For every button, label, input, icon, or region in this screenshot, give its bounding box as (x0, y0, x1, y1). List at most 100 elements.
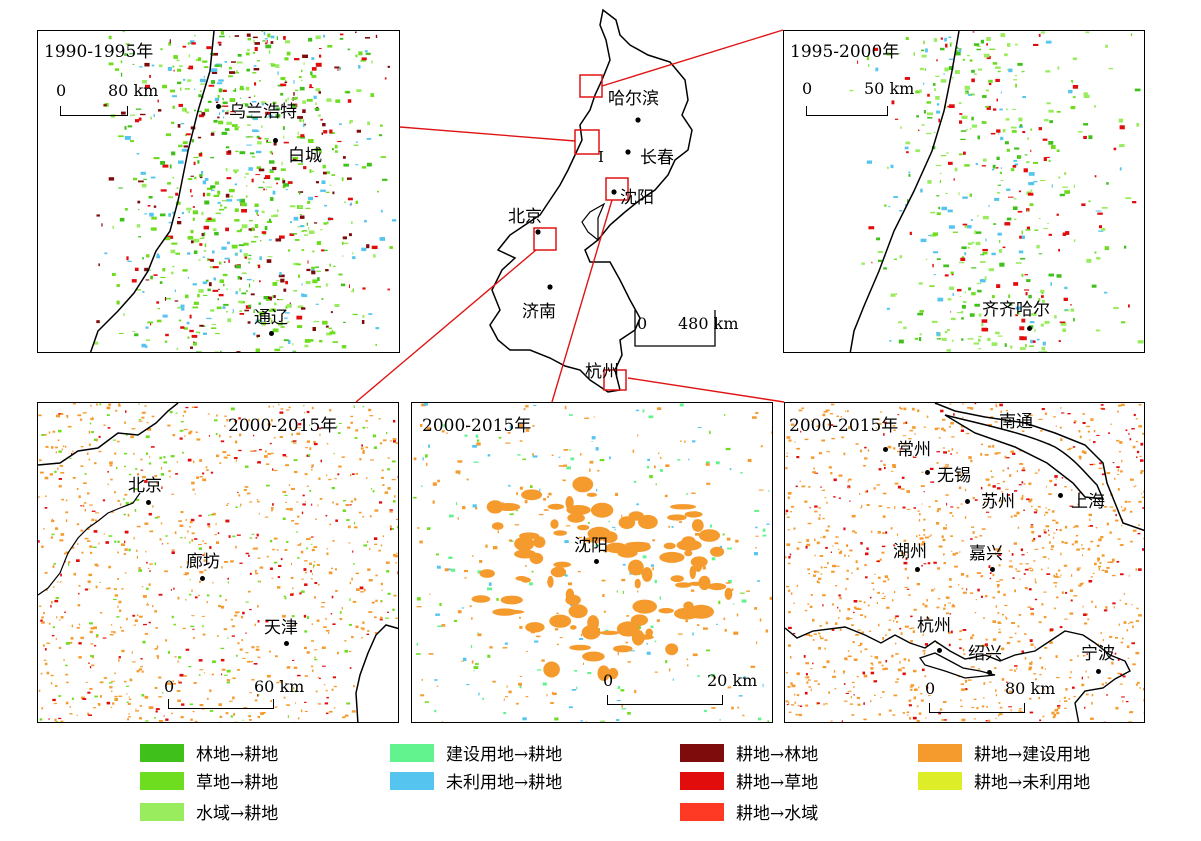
land-change-patch (860, 507, 862, 509)
land-change-patch (385, 617, 389, 619)
land-change-patch (995, 331, 1000, 335)
land-change-patch (329, 409, 332, 412)
land-change-patch (90, 627, 95, 630)
land-change-patch (822, 517, 825, 520)
land-change-patch (870, 700, 872, 703)
land-change-patch (971, 526, 974, 528)
land-change-patch (1129, 621, 1134, 624)
land-change-patch (1009, 302, 1013, 306)
land-change-patch (943, 562, 946, 565)
land-change-patch (423, 403, 429, 406)
land-change-patch (1079, 457, 1082, 460)
land-change-patch (1015, 262, 1022, 264)
land-change-patch (256, 60, 260, 62)
land-change-patch (603, 550, 608, 553)
land-change-patch (167, 67, 172, 71)
land-change-patch (234, 111, 236, 114)
land-change-patch (386, 570, 390, 573)
land-change-patch (980, 443, 984, 446)
land-change-patch (1089, 525, 1093, 527)
land-change-patch (311, 67, 317, 71)
land-change-patch (116, 466, 118, 470)
land-change-patch (826, 660, 830, 664)
land-change-patch (1138, 403, 1142, 406)
land-change-patch (743, 676, 747, 679)
land-change-patch (916, 115, 919, 118)
land-change-patch (188, 666, 192, 668)
land-change-patch (332, 623, 336, 625)
land-change-patch (997, 584, 1000, 587)
land-change-patch (448, 556, 453, 559)
land-change-patch (352, 256, 356, 260)
land-change-patch (127, 702, 131, 705)
land-change-patch (1059, 321, 1066, 324)
land-change-patch (799, 480, 802, 482)
land-change-patch (918, 686, 920, 689)
land-change-patch (901, 476, 905, 479)
land-change-patch (292, 721, 297, 722)
land-change-patch (917, 312, 923, 316)
land-change-patch (984, 643, 988, 646)
land-change-patch (171, 151, 176, 156)
land-change-patch (331, 174, 336, 176)
land-change-patch (286, 409, 290, 411)
land-change-patch (355, 572, 359, 575)
land-change-patch (943, 451, 947, 454)
land-change-patch (967, 338, 974, 340)
city-label: 湖州 (893, 542, 927, 562)
land-change-patch (866, 490, 869, 493)
land-change-patch (1135, 683, 1138, 686)
land-change-patch (824, 497, 827, 499)
land-change-patch (1140, 459, 1144, 462)
land-change-patch (379, 616, 383, 620)
land-change-patch (658, 607, 674, 614)
land-change-patch (187, 458, 192, 462)
land-change-patch (997, 232, 1002, 236)
land-change-patch (332, 341, 338, 343)
land-change-patch (229, 66, 232, 70)
land-change-patch (923, 426, 926, 428)
land-change-patch (194, 109, 196, 112)
land-change-patch (199, 580, 201, 583)
land-change-patch (911, 627, 915, 629)
land-change-patch (180, 421, 184, 423)
land-change-patch (258, 302, 261, 305)
land-change-patch (56, 414, 60, 418)
land-change-patch (382, 535, 384, 538)
scale-end: 480 km (678, 314, 739, 333)
land-change-patch (919, 513, 921, 516)
land-change-patch (50, 682, 53, 685)
land-change-patch (958, 192, 960, 196)
land-change-patch (522, 717, 527, 721)
land-change-patch (688, 604, 714, 619)
land-change-patch (305, 207, 311, 209)
land-change-patch (206, 46, 212, 50)
land-change-patch (266, 189, 268, 191)
land-change-patch (194, 493, 196, 495)
land-change-patch (926, 132, 932, 135)
land-change-patch (1038, 298, 1041, 302)
land-change-patch (167, 182, 171, 185)
land-change-patch (361, 320, 365, 324)
land-change-patch (314, 147, 320, 152)
land-change-patch (966, 588, 968, 591)
land-change-patch (268, 50, 271, 54)
land-change-patch (217, 298, 219, 301)
land-change-patch (1005, 118, 1010, 121)
land-change-patch (933, 561, 937, 564)
land-change-patch (492, 680, 496, 683)
land-change-patch (477, 632, 479, 634)
land-change-patch (525, 696, 529, 698)
land-change-patch (981, 528, 986, 530)
land-change-patch (909, 716, 911, 720)
land-change-patch (424, 701, 429, 703)
land-change-patch (292, 343, 294, 346)
land-change-patch (98, 450, 102, 453)
land-change-patch (1116, 466, 1120, 468)
land-change-patch (1128, 623, 1130, 625)
land-change-patch (1051, 145, 1056, 149)
land-change-patch (1119, 144, 1125, 148)
land-change-patch (223, 116, 225, 119)
land-change-patch (464, 577, 467, 579)
land-change-patch (310, 665, 314, 668)
